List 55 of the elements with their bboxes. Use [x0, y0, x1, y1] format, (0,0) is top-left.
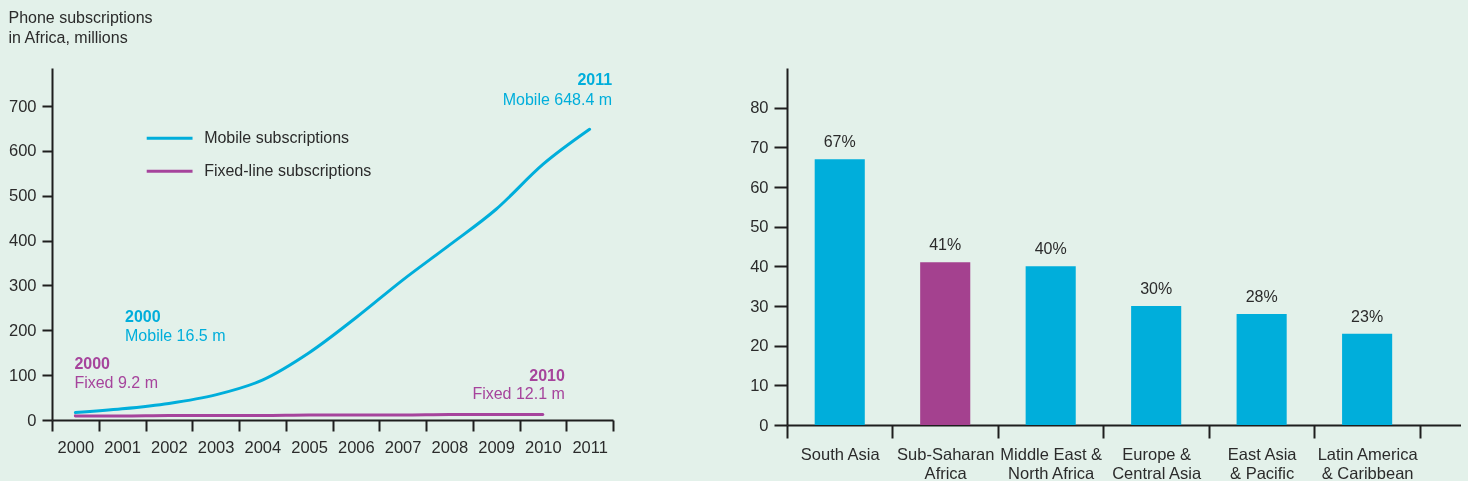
- data-label: 23%: [1351, 307, 1384, 325]
- line-series: [73, 127, 592, 415]
- x-tick-label: 2003: [197, 437, 235, 456]
- x-tick-label: Sub-Saharan Africa: [897, 444, 995, 481]
- legend-label: Mobile subscriptions: [204, 129, 350, 147]
- x-tick-label: Europe & Central Asia: [1112, 444, 1202, 481]
- y-tick-label: 600: [8, 141, 37, 160]
- y-tick-label: 0: [27, 410, 37, 429]
- y-tick-label: 100: [8, 365, 37, 384]
- x-tick-label: 2002: [151, 437, 188, 456]
- bar: [1131, 306, 1182, 425]
- bar: [920, 262, 971, 425]
- x-tick-label: 2006: [338, 437, 375, 456]
- annotation: 2000 Mobile 16.5 m: [125, 308, 226, 344]
- x-tick-label: 2007: [384, 437, 422, 456]
- bar: [814, 159, 865, 425]
- bar: [1236, 313, 1287, 425]
- y-tick-label: 10: [750, 375, 769, 394]
- x-tick-label: 2011: [572, 437, 608, 456]
- x-tick-label: 2004: [244, 437, 282, 456]
- annotation: 2010 Fixed 12.1 m: [472, 366, 565, 402]
- x-tick-label: Middle East & North Africa: [1000, 444, 1103, 481]
- data-label: 30%: [1140, 280, 1173, 297]
- data-label: 40%: [1034, 240, 1067, 258]
- bar: [1025, 266, 1076, 425]
- data-label: 28%: [1245, 287, 1278, 305]
- annotation: 2000 Fixed 9.2 m: [74, 354, 158, 391]
- data-label: 41%: [929, 236, 962, 254]
- y-tick-label: 50: [750, 217, 769, 236]
- y-tick-label: 700: [8, 96, 37, 115]
- y-tick-label: 30: [750, 296, 769, 315]
- y-tick-label: 200: [8, 320, 37, 339]
- y-tick-label: 70: [750, 137, 769, 156]
- x-tick-label: East Asia & Pacific: [1227, 444, 1298, 481]
- x-tick-label: South Asia: [800, 444, 881, 463]
- annotation: 2011 Mobile 648.4 m: [502, 70, 613, 108]
- y-tick-label: 60: [750, 177, 769, 196]
- data-label: 67%: [823, 133, 856, 151]
- y-tick-label: 400: [8, 231, 37, 250]
- y-axis-title: Phone subscriptions in Africa, millions: [8, 8, 153, 46]
- x-tick-label: Latin America & Caribbean: [1317, 444, 1419, 481]
- x-tick-label: 2010: [525, 437, 562, 456]
- y-tick-label: 40: [750, 256, 769, 275]
- y-tick-label: 500: [8, 186, 37, 205]
- x-tick-label: 2001: [104, 437, 141, 456]
- y-tick-label: 20: [750, 336, 769, 355]
- y-tick-label: 0: [759, 415, 769, 434]
- y-tick-label: 300: [8, 275, 37, 294]
- legend-label: Fixed-line subscriptions: [204, 162, 372, 180]
- x-tick-label: 2000: [57, 437, 95, 456]
- x-tick-label: 2008: [431, 437, 469, 456]
- y-tick-label: 80: [750, 98, 769, 117]
- x-tick-label: 2005: [291, 437, 328, 456]
- x-tick-label: 2009: [478, 437, 515, 456]
- bar: [1342, 333, 1393, 425]
